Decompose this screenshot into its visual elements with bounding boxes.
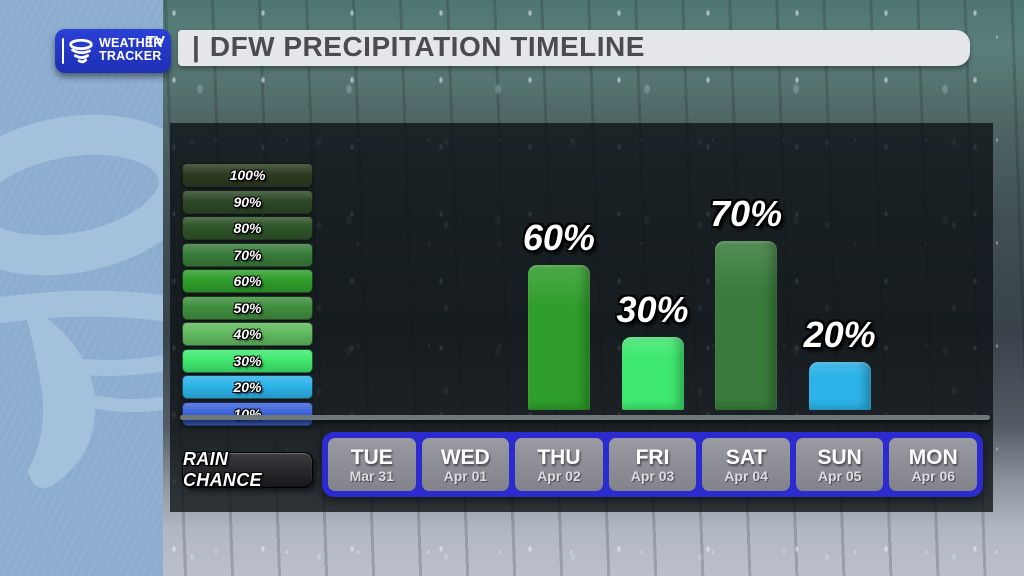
bar-value-label: 70% [710,193,783,234]
tornado-icon [66,36,96,71]
bar-value-label: 30% [616,289,689,330]
logo-divider-tick [62,38,64,64]
legend-item-40: 40% [182,322,313,346]
page-title: DFW PRECIPITATION TIMELINE [209,31,645,62]
legend-item-50: 50% [182,295,313,320]
legend-item-label: 40% [233,326,262,342]
day-cell-wed: WED Apr 01 [421,438,510,491]
legend-item-label: 30% [233,352,262,369]
day-date: Apr 03 [630,467,675,484]
legend-item-label: 100% [229,167,266,183]
logo-wordmark: WEATHER TRACKER [99,37,163,63]
legend-item-30: 30% [182,348,313,373]
day-date: Apr 01 [443,467,488,484]
tornado-swoosh-graphic [0,114,163,488]
day-cell-sat: SAT Apr 04 [702,438,790,491]
day-name: FRI [635,445,670,469]
legend-item-70: 70% [182,242,313,267]
day-cell-thu: THU Apr 02 [515,438,603,491]
legend-item-80: 80% [182,216,313,240]
day-name: TUE [350,445,393,469]
legend-item-100: 100% [182,163,313,187]
legend-item-label: 80% [233,220,262,236]
bar-fri-30 [621,337,684,410]
rain-chance-label: RAIN CHANCE [182,449,313,490]
logo-line2: TRACKER [99,49,162,63]
legend-item-label: 90% [233,193,262,210]
day-date: Mar 31 [349,467,394,484]
legend-item-20: 20% [182,375,313,399]
legend-item-label: 20% [233,379,262,395]
legend-item-10: 10% [182,401,313,426]
day-name: THU [537,445,581,469]
x-axis-line [180,415,990,420]
legend-item-90: 90% [182,189,313,214]
bar-value-label: 60% [522,217,595,258]
day-cell-tue: TUE Mar 31 [328,438,416,491]
legend-item-label: 70% [233,246,262,263]
title-divider: | [192,31,200,62]
day-name: SUN [817,445,862,469]
legend-item-label: 60% [233,273,262,289]
day-name: WED [440,445,490,469]
bar-sat-70 [715,241,778,410]
weather-tracker-logo: WEATHER TRACKER TV [55,29,171,73]
bar-sun-20 [808,362,871,410]
day-date: Apr 04 [724,467,768,484]
rain-chance-legend: 100% 90% 80% 70% 60% 50% 40% 30% 20% 10% [182,163,313,428]
title-bar: | DFW PRECIPITATION TIMELINE [178,30,970,66]
date-axis-strip: TUE Mar 31 WED Apr 01 THU Apr 02 FRI Apr 03 SAT A… [322,432,983,497]
day-date: Apr 06 [911,467,956,484]
tornado-funnel-shape [20,300,96,488]
day-name: SAT [725,445,767,469]
legend-item-label: 50% [233,299,262,316]
bar-value-label: 20% [803,314,876,355]
day-cell-sun: SUN Apr 05 [795,438,884,491]
day-cell-fri: FRI Apr 03 [608,438,697,491]
logo-tv-badge: TV [145,33,165,50]
day-name: MON [908,445,958,469]
day-cell-mon: MON Apr 06 [889,438,978,491]
legend-item-60: 60% [182,269,313,293]
day-date: Apr 02 [537,467,581,484]
logo-line1: WEATHER [99,36,163,50]
sidebar-swoosh [0,0,166,576]
day-date: Apr 05 [817,467,862,484]
bar-thu-60 [527,265,590,410]
